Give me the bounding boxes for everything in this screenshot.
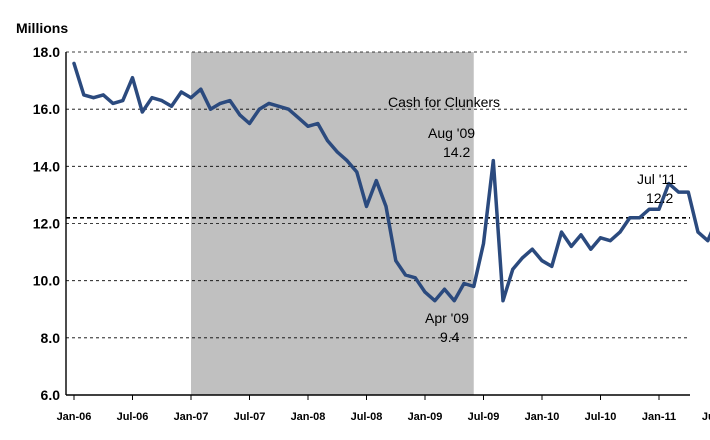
- data-point: [218, 101, 222, 105]
- data-point: [267, 101, 271, 105]
- y-axis-unit-label: Millions: [16, 20, 68, 36]
- data-point: [365, 204, 368, 208]
- data-point: [121, 99, 125, 103]
- data-point: [316, 121, 320, 125]
- data-point: [511, 267, 515, 271]
- data-point: [228, 99, 232, 103]
- data-point: [677, 190, 680, 194]
- data-point: [296, 116, 300, 120]
- data-point: [248, 121, 251, 125]
- data-point: [209, 107, 212, 111]
- data-point: [355, 170, 359, 174]
- aug09-label: Aug '09: [428, 125, 475, 141]
- data-point: [384, 204, 388, 208]
- y-tick-label: 16.0: [33, 101, 60, 117]
- data-point: [491, 159, 495, 163]
- data-point: [706, 239, 710, 243]
- x-tick-label: Jul-07: [234, 411, 266, 423]
- data-point: [638, 216, 641, 220]
- y-tick-label: 10.0: [33, 273, 60, 289]
- x-tick-label: Jan-11: [642, 411, 676, 423]
- x-axis-ticks: Jan-06 Jul-06 Jan-07 Jul-07 Jan-08 Jul-08 Jan-…: [57, 395, 710, 423]
- data-point: [452, 299, 456, 303]
- data-point: [667, 181, 671, 185]
- data-point: [608, 239, 612, 243]
- data-point: [277, 104, 281, 108]
- data-point: [335, 150, 339, 154]
- data-point: [530, 247, 534, 251]
- data-point: [462, 282, 466, 286]
- data-point: [423, 290, 427, 294]
- data-point: [521, 256, 524, 260]
- data-point: [287, 107, 290, 111]
- data-point: [394, 259, 398, 263]
- x-tick-label: Jul-11: [702, 411, 710, 423]
- data-point: [257, 107, 261, 111]
- x-tick-label: Jan-10: [525, 411, 560, 423]
- data-point: [199, 87, 203, 91]
- data-point: [413, 276, 417, 280]
- data-point: [160, 99, 164, 103]
- gridlines: [66, 51, 690, 339]
- data-point: [101, 93, 105, 97]
- data-point: [92, 96, 95, 100]
- x-tick-label: Jan-06: [57, 411, 92, 423]
- data-point: [443, 287, 446, 291]
- data-point: [238, 113, 242, 117]
- data-point: [189, 96, 193, 100]
- x-tick-label: Jul-06: [117, 411, 149, 423]
- x-tick-label: Jul-08: [351, 411, 383, 423]
- data-point: [150, 96, 154, 100]
- data-point: [131, 76, 134, 80]
- x-tick-label: Jan-07: [174, 411, 209, 423]
- aug09-value-label: 14.2: [443, 144, 470, 160]
- y-tick-label: 8.0: [41, 330, 61, 346]
- data-point: [179, 90, 183, 94]
- x-tick-label: Jul-09: [468, 411, 500, 423]
- data-point: [560, 230, 563, 234]
- data-point: [599, 236, 602, 240]
- data-point: [628, 216, 632, 220]
- jul11-label: Jul '11: [637, 171, 676, 187]
- data-point: [589, 247, 593, 251]
- data-point: [579, 233, 583, 237]
- data-point: [482, 242, 485, 246]
- y-axis-ticks: 6.0 8.0 10.0 12.0 14.0 16.0 18.0: [33, 44, 60, 403]
- y-tick-label: 18.0: [33, 44, 60, 60]
- data-points: [72, 61, 710, 303]
- jul11-value-label: 12.2: [646, 190, 673, 206]
- data-point: [374, 179, 378, 183]
- cash-for-clunkers-label: Cash for Clunkers: [388, 94, 500, 110]
- data-point: [170, 104, 173, 108]
- data-point: [82, 93, 86, 97]
- x-tick-label: Jan-08: [291, 411, 326, 423]
- data-point: [618, 230, 622, 234]
- x-tick-label: Jul-10: [585, 411, 617, 423]
- data-point: [404, 273, 407, 277]
- data-point: [345, 159, 349, 163]
- data-point: [326, 139, 329, 143]
- data-point: [657, 207, 661, 211]
- data-point: [501, 299, 505, 303]
- data-point: [696, 230, 700, 234]
- y-tick-label: 14.0: [33, 158, 60, 174]
- apr09-value-label: 9.4: [440, 329, 460, 345]
- x-tick-label: Jan-09: [408, 411, 443, 423]
- data-point: [433, 299, 437, 303]
- data-point: [569, 244, 573, 248]
- data-point: [550, 264, 554, 268]
- data-point: [472, 284, 476, 288]
- data-point: [72, 61, 76, 65]
- data-point: [540, 259, 544, 263]
- data-point: [686, 190, 690, 194]
- data-point: [306, 124, 310, 128]
- y-tick-label: 12.0: [33, 216, 60, 232]
- apr09-label: Apr '09: [425, 310, 469, 326]
- data-point: [111, 101, 115, 105]
- y-tick-label: 6.0: [41, 387, 61, 403]
- data-point: [647, 207, 651, 211]
- data-point: [140, 110, 144, 114]
